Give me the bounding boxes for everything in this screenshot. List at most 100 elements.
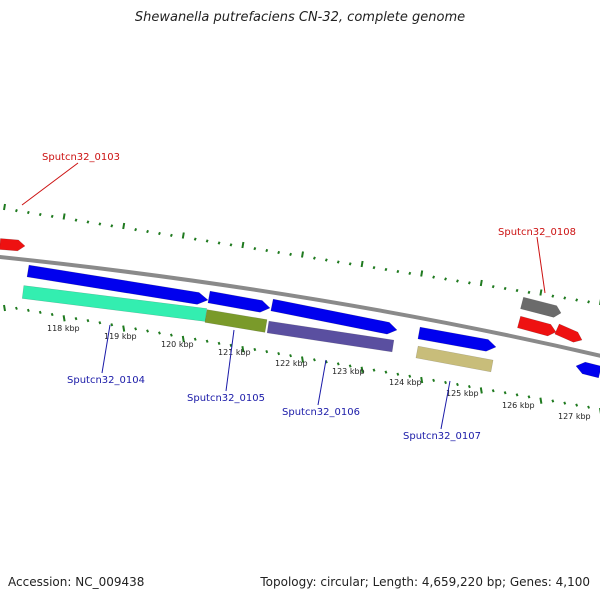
outer-tick	[229, 243, 233, 247]
outer-tick	[503, 286, 507, 291]
outer-tick	[289, 252, 293, 256]
scale-label: 123 kbp	[332, 367, 365, 376]
outer-tick	[98, 222, 102, 226]
outer-tick	[575, 298, 579, 302]
inner-tick	[527, 395, 531, 399]
inner-tick	[301, 356, 304, 363]
inner-tick	[146, 329, 149, 333]
inner-tick	[134, 327, 138, 331]
gene-label: Sputcn32_0105	[187, 393, 265, 404]
gene-arrow-0106	[270, 298, 398, 335]
inner-tick	[98, 321, 102, 325]
scale-label: 124 kbp	[389, 378, 422, 387]
inner-tick	[515, 393, 519, 397]
inner-tick	[408, 374, 412, 378]
inner-tick	[444, 380, 447, 385]
outer-tick	[360, 260, 364, 268]
gene-arrow-red-a	[517, 315, 557, 337]
inner-tick	[336, 362, 340, 366]
leader-line	[536, 236, 546, 294]
feature-track	[0, 238, 600, 379]
inner-tick	[181, 335, 185, 343]
inner-tick	[110, 323, 114, 327]
inner-tick	[158, 331, 161, 335]
outer-tick	[444, 277, 447, 281]
accession-text: Accession: NC_009438	[8, 575, 145, 589]
outer-tick	[301, 251, 304, 258]
inner-tick	[360, 366, 364, 373]
outer-tick	[432, 275, 436, 279]
genome-backbone	[0, 255, 600, 358]
outer-tick	[491, 285, 495, 289]
outer-tick	[217, 241, 221, 245]
outer-tick	[26, 210, 30, 215]
scale-label: 120 kbp	[161, 340, 194, 349]
scale-label: 121 kbp	[218, 348, 251, 357]
leader-line	[440, 380, 451, 430]
label-leader-lines	[21, 162, 546, 430]
feature-band-purple	[266, 320, 395, 353]
inner-tick	[420, 376, 424, 384]
inner-tick	[503, 391, 507, 395]
outer-tick	[50, 214, 54, 218]
backbone-line	[0, 255, 600, 358]
gene-arrow-right-edge	[575, 361, 600, 379]
outer-tick	[515, 288, 519, 293]
outer-tick	[539, 289, 543, 296]
outer-tick	[3, 203, 6, 211]
inner-tick	[229, 343, 233, 348]
outer-tick	[38, 212, 42, 217]
outer-tick	[277, 250, 281, 255]
outer-tick	[265, 248, 269, 253]
outer-tick	[74, 218, 78, 222]
outer-tick	[456, 279, 459, 283]
inner-tick	[217, 341, 221, 345]
inner-tick	[241, 346, 245, 353]
outer-tick	[479, 279, 483, 287]
outer-tick	[86, 220, 90, 224]
outer-tick	[158, 231, 161, 236]
outer-tick	[384, 267, 388, 272]
inner-tick	[432, 378, 436, 383]
outer-tick	[372, 266, 376, 270]
inner-tick	[86, 319, 90, 323]
outer-tick	[563, 296, 567, 300]
inner-tick	[551, 399, 555, 403]
inner-tick	[539, 397, 543, 404]
gene-label: Sputcn32_0106	[282, 407, 360, 418]
leader-line	[101, 324, 111, 374]
map-title: Shewanella putrefaciens CN-32, complete …	[134, 10, 466, 25]
outer-tick	[181, 232, 185, 239]
scale-label: 122 kbp	[275, 359, 308, 368]
leader-line	[317, 359, 327, 406]
inner-tick	[62, 315, 66, 322]
outer-tick	[420, 270, 424, 277]
outer-tick-ring	[3, 203, 600, 305]
outer-tick	[205, 239, 209, 243]
scale-label: 118 kbp	[47, 324, 80, 333]
outer-tick	[122, 222, 126, 230]
outer-tick	[587, 300, 591, 304]
outer-tick	[134, 228, 138, 232]
outer-tick	[14, 209, 18, 213]
leader-line	[225, 329, 235, 392]
inner-tick	[312, 358, 316, 362]
inner-tick	[38, 310, 42, 315]
scale-label: 125 kbp	[446, 389, 479, 398]
gene-label: Sputcn32_0108	[498, 227, 576, 238]
inner-tick	[3, 304, 6, 312]
gene-arrow-0108	[520, 296, 562, 318]
inner-tick	[384, 370, 388, 374]
inner-tick	[348, 364, 352, 368]
gene-labels: Sputcn32_0103 Sputcn32_0104 Sputcn32_0105 S…	[42, 152, 576, 442]
outer-tick	[396, 269, 400, 274]
inner-tick	[265, 349, 269, 354]
inner-tick	[74, 316, 78, 321]
gene-arrow-0104	[26, 264, 209, 305]
outer-tick	[467, 281, 471, 285]
inner-tick	[26, 308, 30, 312]
inner-tick	[575, 403, 579, 407]
outer-tick	[146, 229, 149, 234]
outer-tick	[336, 260, 340, 264]
